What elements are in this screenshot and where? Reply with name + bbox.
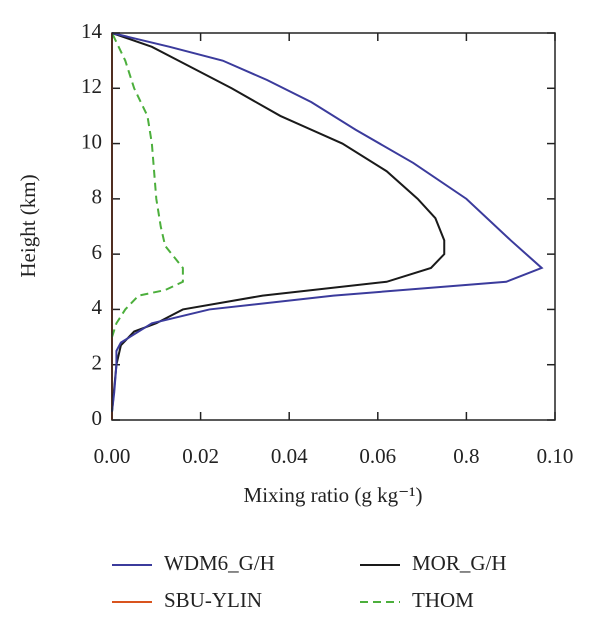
y-tick-label: 12	[81, 74, 102, 98]
x-tick-label: 0.00	[94, 444, 131, 468]
y-tick-label: 8	[92, 185, 103, 209]
y-tick-label: 2	[92, 351, 103, 375]
legend-label: SBU-YLIN	[164, 588, 262, 612]
x-tick-label: 0.06	[359, 444, 396, 468]
series-line	[111, 32, 184, 338]
x-tick-label: 0.04	[271, 444, 308, 468]
legend-label: THOM	[412, 588, 474, 612]
y-tick-label: 6	[92, 240, 103, 264]
series-line	[111, 32, 544, 412]
legend-label: MOR_G/H	[412, 551, 507, 575]
plot-frame	[111, 32, 556, 421]
legend-label: WDM6_G/H	[164, 551, 275, 575]
y-axis-label: Height (km)	[16, 174, 40, 277]
x-tick-label: 0.8	[453, 444, 479, 468]
y-tick-label: 4	[92, 295, 103, 319]
x-tick-label: 0.10	[537, 444, 574, 468]
y-tick-label: 0	[92, 406, 103, 430]
y-tick-label: 10	[81, 129, 102, 153]
x-tick-label: 0.02	[182, 444, 219, 468]
x-axis-label: Mixing ratio (g kg⁻¹)	[244, 483, 423, 507]
y-tick-label: 14	[81, 19, 103, 43]
series-line	[111, 32, 446, 412]
